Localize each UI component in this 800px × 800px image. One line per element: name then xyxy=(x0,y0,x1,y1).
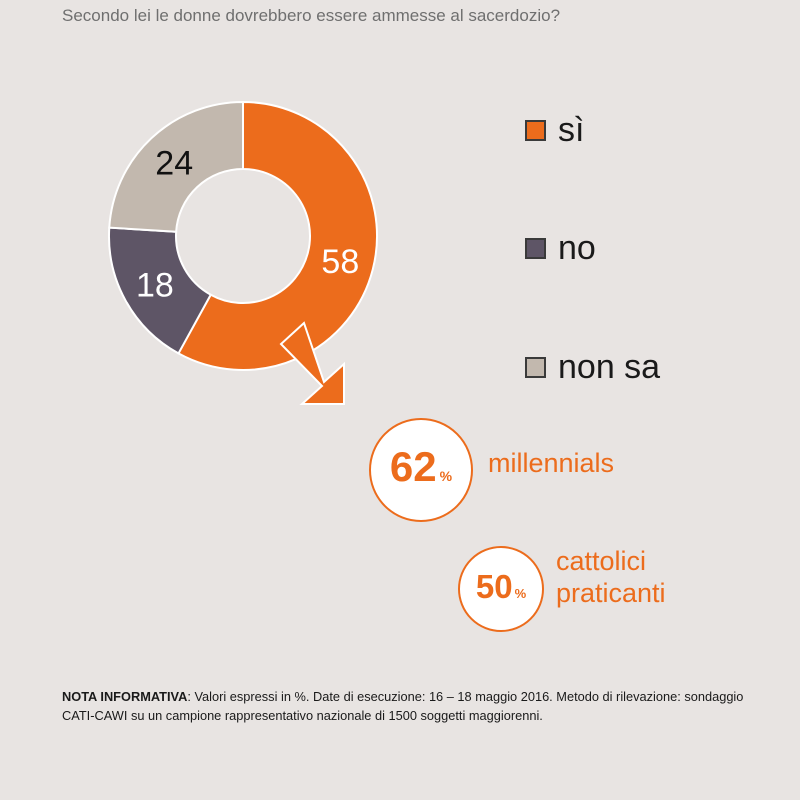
legend-item-no: no xyxy=(525,228,596,268)
legend-swatch-no xyxy=(525,237,546,259)
donut-slice-2 xyxy=(108,100,244,233)
cattolici-label: cattolici praticanti xyxy=(556,546,666,609)
millennials-unit: % xyxy=(439,468,453,484)
arrow-down-right-icon xyxy=(279,321,345,405)
footnote-heading: NOTA INFORMATIVA xyxy=(62,689,188,704)
legend-label-non-sa: non sa xyxy=(558,347,661,386)
donut-label-0: 58 xyxy=(321,243,359,281)
donut-label-1: 18 xyxy=(136,266,174,304)
millennials-badge: 62% xyxy=(369,418,473,522)
legend-swatch-non-sa xyxy=(525,356,546,378)
cattolici-value: 50 xyxy=(475,568,513,605)
cattolici-unit: % xyxy=(514,586,527,601)
millennials-label: millennials xyxy=(488,448,615,478)
footnote: NOTA INFORMATIVA: Valori espressi in %. … xyxy=(62,687,752,725)
legend-swatch-si xyxy=(525,119,546,141)
donut-slice-0 xyxy=(177,100,378,371)
donut-label-2: 24 xyxy=(155,145,193,183)
legend-item-non-sa: non sa xyxy=(525,347,660,387)
cattolici-badge: 50% xyxy=(458,546,544,632)
legend-label-si: sì xyxy=(558,110,585,149)
legend-item-si: sì xyxy=(525,110,584,150)
legend-label-no: no xyxy=(558,228,596,267)
footnote-text: : Valori espressi in %. Date di esecuzio… xyxy=(62,689,744,724)
millennials-value: 62 xyxy=(389,443,437,490)
chart-question: Secondo lei le donne dovrebbero essere a… xyxy=(62,6,561,25)
